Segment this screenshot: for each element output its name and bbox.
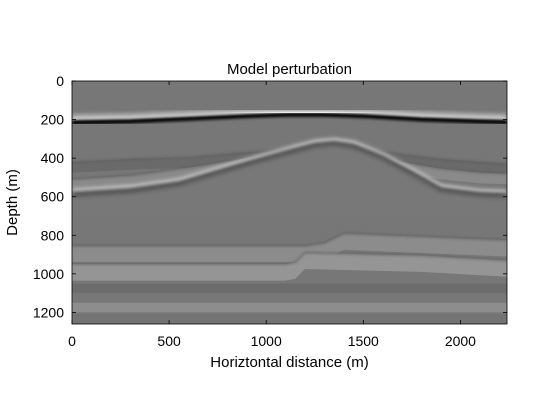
chart-title: Model perturbation	[227, 61, 352, 78]
x-tick-label: 1500	[348, 333, 379, 349]
y-tick-label: 1000	[33, 266, 64, 282]
y-tick-label: 0	[56, 73, 64, 89]
x-tick-label: 1000	[251, 333, 282, 349]
x-tick-label: 500	[157, 333, 181, 349]
y-tick-label: 1200	[33, 304, 64, 320]
plot-area-frame	[71, 80, 508, 325]
fault-block-edge-4	[72, 232, 507, 247]
flat-layer-band-7	[72, 302, 507, 313]
x-axis-label: Horiztontal distance (m)	[210, 354, 368, 371]
y-tick-label: 200	[41, 112, 65, 128]
y-tick-label: 800	[41, 227, 65, 243]
flat-layer-band-6	[72, 283, 507, 294]
water-bottom-glow	[72, 107, 507, 123]
y-tick-label: 600	[41, 189, 65, 205]
axis-tick-labels: 0 500 1000 1500 2000 0 200 400 600 800 1000 1200	[33, 73, 476, 349]
y-tick-label: 400	[41, 150, 65, 166]
fault-block-band-4	[72, 233, 507, 263]
fault-block-edge-5	[72, 251, 507, 265]
water-bottom-shadow	[72, 112, 507, 125]
salt-top-highlight	[72, 138, 507, 195]
x-tick-label: 0	[68, 333, 76, 349]
salt-body	[72, 141, 507, 216]
salt-top-shadow	[72, 140, 507, 197]
fault-block-band-5	[72, 252, 507, 281]
y-axis-label: Depth (m)	[4, 169, 21, 236]
axis-ticks	[71, 80, 507, 324]
x-tick-label: 2000	[445, 333, 476, 349]
flat-layer-band-8	[72, 314, 507, 324]
heatmap-image	[72, 81, 507, 324]
